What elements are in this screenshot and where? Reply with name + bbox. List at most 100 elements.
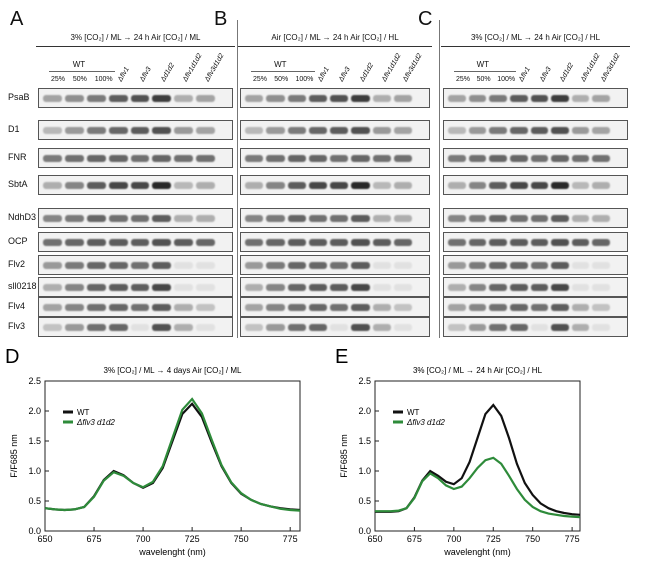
blot-band xyxy=(266,239,285,246)
blot-band xyxy=(266,127,285,134)
blot-band xyxy=(152,239,172,246)
condition-underline xyxy=(36,46,235,47)
x-tick-label: 775 xyxy=(565,534,580,544)
y-axis-label: F/F685 nm xyxy=(339,434,349,478)
lane-label: Δflv1d1d2 xyxy=(579,52,602,83)
blot-band xyxy=(551,95,569,102)
blot-band xyxy=(196,95,215,102)
x-tick-label: 650 xyxy=(367,534,382,544)
blot-band xyxy=(287,304,306,311)
blot-band xyxy=(266,215,285,222)
blot-row-label: Flv2 xyxy=(8,259,26,269)
blot-band xyxy=(351,155,370,162)
blot-band xyxy=(551,304,569,311)
blot-band xyxy=(152,215,172,222)
series-line xyxy=(375,403,581,516)
blot-band xyxy=(64,304,84,311)
blot-band xyxy=(308,215,327,222)
blot-band xyxy=(196,324,215,331)
blot-strip xyxy=(240,255,430,275)
blot-band xyxy=(489,304,507,311)
x-tick-label: 750 xyxy=(234,534,249,544)
blot-band xyxy=(592,155,610,162)
blot-band xyxy=(393,239,412,246)
lane-label: 50% xyxy=(476,76,491,83)
blot-band xyxy=(351,262,370,269)
blot-band xyxy=(468,127,487,134)
blot-band xyxy=(308,239,327,246)
blot-band xyxy=(287,95,306,102)
blot-band xyxy=(351,324,370,331)
blot-band xyxy=(308,304,327,311)
blot-band xyxy=(372,95,391,102)
blot-band xyxy=(174,304,194,311)
blot-band xyxy=(372,284,391,291)
wt-underline xyxy=(454,71,516,72)
blot-band xyxy=(174,155,194,162)
blot-band xyxy=(330,324,349,331)
blot-band xyxy=(530,262,549,269)
blot-band xyxy=(152,95,172,102)
lane-label: Δflv3d1d2 xyxy=(600,52,622,83)
blot-band xyxy=(489,182,507,189)
blot-band xyxy=(245,304,264,311)
blot-band xyxy=(308,95,327,102)
blot-band xyxy=(245,324,264,331)
blot-band xyxy=(468,284,487,291)
blot-band xyxy=(509,304,528,311)
blot-band xyxy=(571,239,590,246)
blot-band xyxy=(372,324,391,331)
blot-band xyxy=(530,284,549,291)
lane-label: Δflv3 xyxy=(337,65,352,83)
blot-band xyxy=(448,239,466,246)
blot-band xyxy=(351,239,370,246)
blot-strip xyxy=(443,175,628,195)
blot-band xyxy=(571,155,590,162)
blot-band xyxy=(196,182,215,189)
legend-entry: Δflv3 d1d2 xyxy=(76,418,115,427)
x-tick-label: 775 xyxy=(283,534,298,544)
panel-letter-a: A xyxy=(10,8,24,30)
blot-band xyxy=(108,182,128,189)
blot-row-label: OCP xyxy=(8,236,28,246)
blot-strip xyxy=(38,88,233,108)
blot-band xyxy=(245,155,264,162)
blot-strip xyxy=(38,148,233,168)
blot-band xyxy=(330,304,349,311)
blot-band xyxy=(489,127,507,134)
blot-band xyxy=(571,304,590,311)
blot-band xyxy=(64,215,84,222)
chart-title: 3% [CO₂] / ML → 4 days Air [CO₂] / ML xyxy=(104,366,243,375)
blot-band xyxy=(64,262,84,269)
blot-band xyxy=(287,262,306,269)
blot-band xyxy=(196,239,215,246)
condition-label-b: Air [CO₂] / ML → 24 h Air [CO₂] / HL xyxy=(271,33,399,42)
blot-band xyxy=(287,127,306,134)
blot-band xyxy=(393,182,412,189)
blot-row-label: sll0218 xyxy=(8,281,37,291)
blot-band xyxy=(448,304,466,311)
chart-title: 3% [CO₂] / ML → 24 h Air [CO₂] / HL xyxy=(413,366,543,375)
blot-strip xyxy=(38,277,233,297)
blot-band xyxy=(351,127,370,134)
blot-band xyxy=(468,304,487,311)
blot-band xyxy=(43,262,62,269)
lane-label: 100% xyxy=(94,76,113,83)
blot-strip xyxy=(240,148,430,168)
blot-strip xyxy=(443,208,628,228)
blot-band xyxy=(196,262,215,269)
blot-band xyxy=(245,284,264,291)
blot-band xyxy=(489,215,507,222)
blot-band xyxy=(245,95,264,102)
series-line xyxy=(44,397,301,512)
blot-band xyxy=(372,155,391,162)
lane-label: 25% xyxy=(51,76,66,83)
blot-strip xyxy=(443,232,628,252)
blot-band xyxy=(245,182,264,189)
blot-band xyxy=(448,262,466,269)
blot-band xyxy=(372,239,391,246)
blot-band xyxy=(43,95,62,102)
blot-band xyxy=(108,215,128,222)
blot-band xyxy=(592,95,610,102)
blot-band xyxy=(372,215,391,222)
